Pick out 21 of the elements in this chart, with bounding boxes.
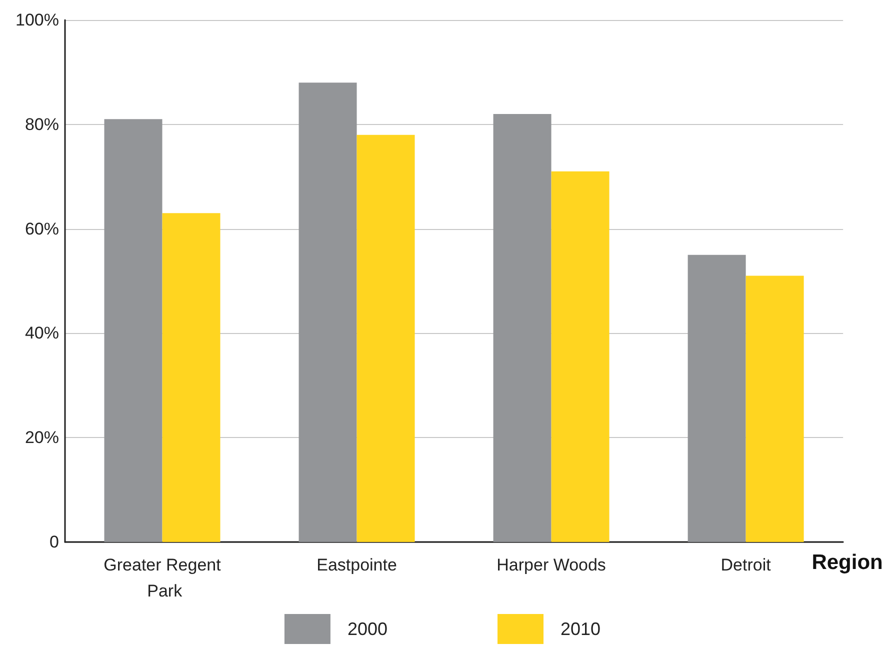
y-tick-label: 60% — [24, 219, 59, 238]
bar — [298, 82, 357, 542]
y-tick-label: 20% — [24, 428, 59, 448]
x-axis-title: Region — [812, 551, 883, 574]
bar — [551, 171, 610, 542]
bar — [104, 119, 162, 542]
bar — [746, 276, 804, 542]
bar — [493, 114, 552, 542]
y-tick-label: 100% — [16, 10, 59, 30]
y-tick-label: 80% — [24, 114, 59, 134]
bar — [688, 254, 746, 542]
x-tick-label: Eastpointe — [316, 556, 397, 574]
x-tick-label: Greater Regent Park — [104, 556, 222, 600]
y-tick-label: 0 — [50, 532, 59, 552]
bar — [162, 213, 220, 542]
bar — [356, 134, 415, 542]
x-tick-label: Detroit — [720, 556, 772, 574]
y-tick-label: 40% — [24, 324, 59, 343]
x-tick-label: Harper Woods — [496, 556, 606, 574]
legend-label: 2000 — [347, 619, 388, 639]
legend-label: 2010 — [560, 619, 601, 639]
